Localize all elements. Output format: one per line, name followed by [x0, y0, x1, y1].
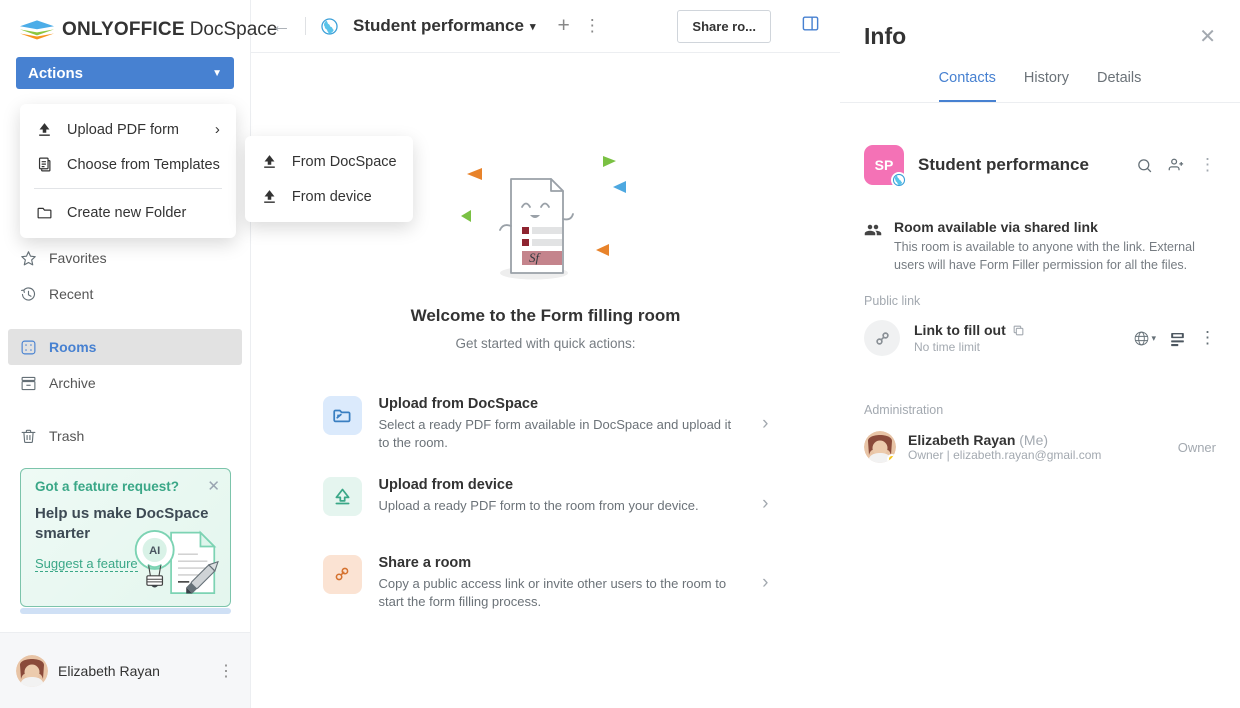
svg-text:AI: AI	[149, 545, 160, 557]
